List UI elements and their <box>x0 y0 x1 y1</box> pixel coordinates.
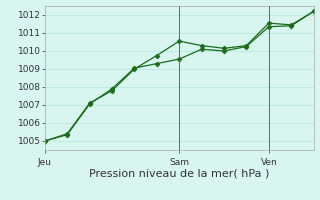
X-axis label: Pression niveau de la mer( hPa ): Pression niveau de la mer( hPa ) <box>89 168 269 178</box>
